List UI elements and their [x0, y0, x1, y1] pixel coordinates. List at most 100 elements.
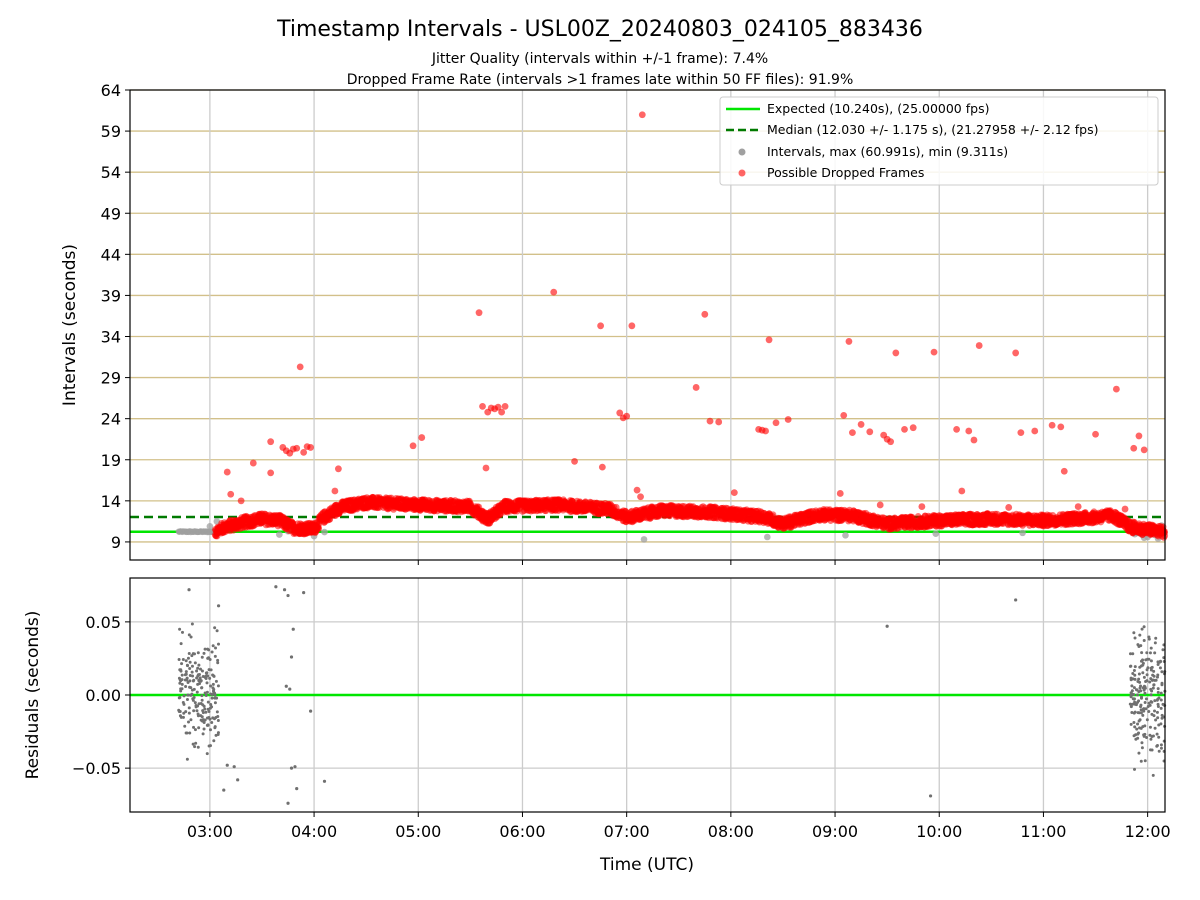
residual-point: [192, 709, 196, 713]
residual-point: [1130, 710, 1134, 714]
residual-point: [1152, 674, 1156, 678]
residual-point: [1156, 690, 1160, 694]
dropped-frame-point: [909, 424, 917, 432]
residual-point: [1128, 652, 1132, 656]
residual-point: [1131, 672, 1135, 676]
dropped-frame-point: [637, 493, 644, 501]
y-tick-label: −0.05: [72, 759, 121, 778]
x-tick-label: 06:00: [499, 822, 545, 841]
residual-point: [1148, 733, 1152, 737]
residual-point: [213, 691, 217, 695]
residual-point: [198, 667, 202, 671]
residual-point: [196, 651, 200, 655]
residual-point: [200, 698, 204, 702]
residual-point: [209, 703, 213, 707]
residual-point: [1140, 651, 1144, 655]
residual-point: [1150, 748, 1154, 752]
y-tick-label: 9: [111, 533, 121, 552]
residual-point: [1152, 683, 1156, 687]
residual-point: [191, 679, 195, 683]
residual-point: [1132, 692, 1136, 696]
dropped-frame-point: [784, 416, 792, 423]
residual-point: [200, 694, 204, 698]
dropped-frame-point: [901, 425, 908, 433]
intervals-points: [175, 111, 1169, 543]
residual-point: [1136, 700, 1140, 704]
residual-point: [1153, 651, 1157, 655]
residual-point: [1133, 665, 1137, 669]
residual-point: [185, 678, 189, 682]
residual-point: [1143, 759, 1147, 763]
residual-point: [206, 723, 210, 727]
y-tick-label: 29: [101, 369, 121, 388]
x-tick-label: 03:00: [187, 822, 233, 841]
residual-point: [1139, 684, 1143, 688]
residual-point: [1142, 638, 1146, 642]
residual-point: [183, 724, 187, 728]
dropped-frame-point: [1130, 444, 1138, 452]
y-tick-label: 19: [101, 451, 121, 470]
residual-point: [1158, 659, 1162, 663]
x-tick-label: 09:00: [812, 822, 858, 841]
y-tick-label: 54: [101, 163, 121, 182]
residual-point: [178, 695, 182, 699]
residual-point: [184, 670, 188, 674]
residual-point: [1147, 701, 1151, 705]
y-tick-label: 14: [101, 492, 121, 511]
residual-point: [180, 673, 184, 677]
residual-point: [215, 710, 219, 714]
dropped-frame-point: [975, 342, 983, 349]
residual-point: [1149, 646, 1153, 650]
residual-point: [222, 788, 226, 792]
intervals-y-axis: 9 14 19 24 29 34 39 44 49 54 59 64: [101, 81, 130, 552]
residual-point: [1132, 711, 1136, 715]
residual-point: [286, 801, 290, 805]
residual-point: [184, 672, 188, 676]
residual-point: [184, 659, 188, 663]
residual-point: [192, 725, 196, 729]
dropped-frame-point: [479, 402, 486, 410]
residual-point: [213, 696, 217, 700]
x-tick-label: 11:00: [1020, 822, 1066, 841]
legend-intervals-swatch: [738, 148, 746, 156]
residual-point: [1150, 700, 1154, 704]
dropped-frame-point: [706, 417, 714, 425]
residual-point: [190, 654, 194, 658]
interval-point: [640, 536, 648, 543]
residual-point: [1132, 631, 1136, 635]
residual-point: [1137, 672, 1141, 676]
residual-point: [207, 648, 211, 652]
x-tick-label: 07:00: [604, 822, 650, 841]
residual-point: [200, 686, 204, 690]
dropped-frame-point: [1074, 503, 1082, 510]
dropped-frame-point: [223, 468, 231, 476]
residual-point: [1152, 669, 1156, 673]
residual-point: [201, 703, 205, 707]
residual-point: [1159, 743, 1163, 747]
residual-point: [1145, 651, 1149, 655]
residual-point: [212, 739, 216, 743]
dropped-frame-point: [267, 438, 275, 446]
y-tick-label: 59: [101, 122, 121, 141]
residual-point: [1145, 718, 1149, 722]
residual-point: [204, 694, 208, 698]
residual-point: [216, 658, 220, 662]
residual-point: [193, 728, 197, 732]
dropped-frame-point: [498, 408, 506, 416]
residual-point: [1133, 702, 1137, 706]
dropped-frame-point: [958, 487, 966, 495]
residual-point: [1154, 636, 1158, 640]
residual-point: [1157, 723, 1161, 727]
residual-point: [1138, 633, 1142, 637]
residual-point: [1138, 665, 1142, 669]
residual-point: [1147, 635, 1151, 639]
residual-point: [1156, 662, 1160, 666]
residual-point: [180, 682, 184, 686]
residual-point: [1161, 648, 1165, 652]
residual-point: [1142, 733, 1146, 737]
residual-point: [1158, 666, 1162, 670]
dropped-frame-point: [409, 442, 417, 450]
residual-point: [1156, 687, 1160, 691]
residual-point: [203, 707, 207, 711]
